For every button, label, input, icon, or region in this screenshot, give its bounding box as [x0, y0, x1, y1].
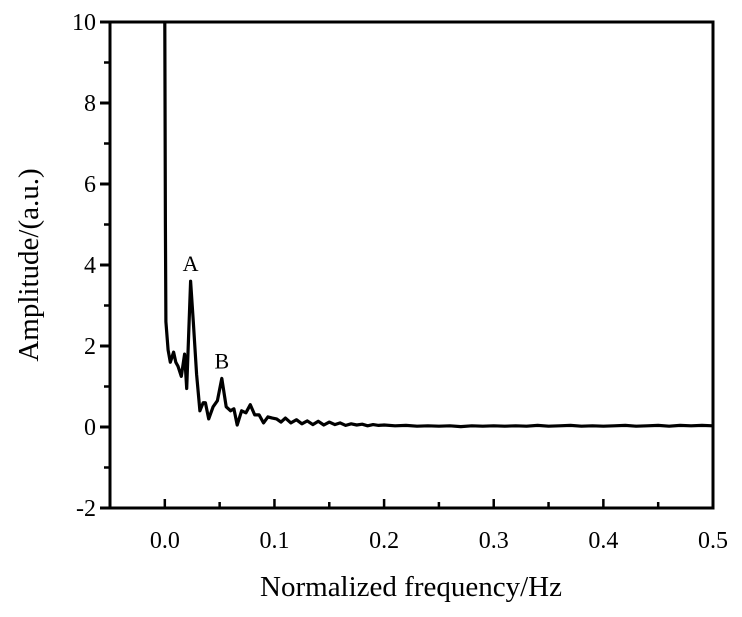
data-series	[163, 21, 714, 429]
annotations: AB	[183, 251, 230, 373]
peak-label: A	[183, 251, 199, 276]
x-axis-ticks: 0.0 0.1 0.2 0.3 0.4 0.5	[150, 499, 728, 554]
x-tick-label: 0.2	[369, 528, 399, 554]
plot-area-border	[108, 20, 715, 510]
y-tick-label: 8	[84, 91, 96, 117]
x-axis-title: Normalized frequency/Hz	[260, 571, 562, 603]
y-axis-title: Amplitude/(a.u.)	[13, 168, 45, 361]
x-tick-label: 0.1	[259, 528, 289, 554]
x-tick-label: 0.5	[698, 528, 728, 554]
x-tick-label: 0.3	[479, 528, 509, 554]
x-tick-label: 0.4	[588, 528, 618, 554]
y-tick-label: 10	[72, 10, 96, 36]
peak-label: B	[214, 348, 229, 373]
y-axis-ticks: -2 0 2 4 6 8 10	[72, 10, 110, 522]
plot-frame	[108, 20, 715, 510]
y-tick-label: -2	[76, 496, 96, 522]
y-tick-label: 4	[84, 253, 96, 279]
series-line	[163, 21, 714, 429]
y-tick-label: 0	[84, 415, 96, 441]
y-tick-label: 6	[84, 172, 96, 198]
x-tick-label: 0.0	[150, 528, 180, 554]
y-tick-label: 2	[84, 334, 96, 360]
